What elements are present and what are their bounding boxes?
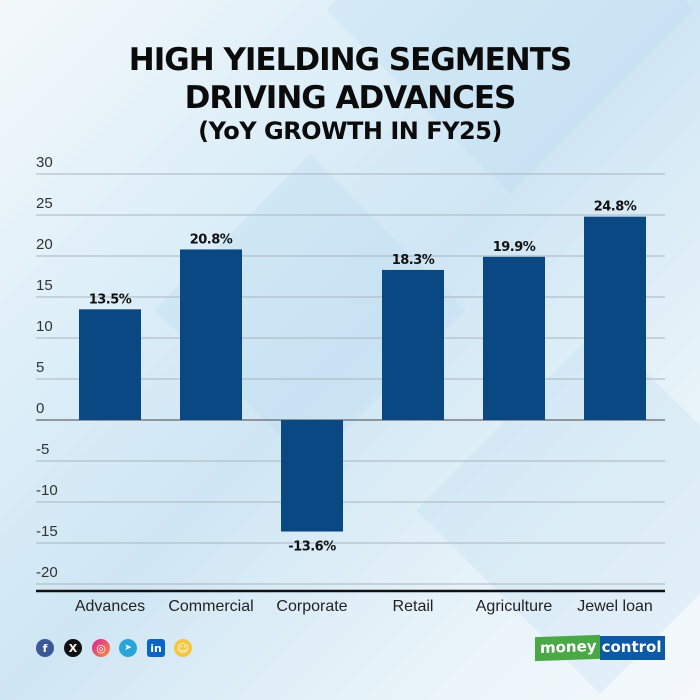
x-tick-label: Retail — [393, 598, 434, 615]
bar-jewel-loan — [584, 216, 646, 420]
y-tick-label: 20 — [36, 236, 53, 253]
bar-agriculture — [483, 256, 545, 420]
linkedin-icon[interactable]: in — [147, 639, 165, 657]
facebook-glyph: f — [42, 641, 48, 655]
data-label: 24.8% — [594, 200, 637, 215]
data-label: 18.3% — [392, 253, 435, 268]
logo-control: control — [599, 636, 666, 660]
bar-corporate — [281, 420, 343, 532]
y-tick-label: -15 — [36, 523, 58, 540]
x-tick-label: Commercial — [168, 598, 253, 615]
instagram-glyph: ◎ — [96, 641, 106, 655]
x-tick-label: Corporate — [276, 598, 347, 615]
snapchat-glyph: ☺ — [177, 641, 189, 655]
linkedin-glyph: in — [150, 641, 162, 655]
snapchat-icon[interactable]: ☺ — [174, 639, 192, 657]
y-tick-label: -20 — [36, 564, 58, 581]
y-tick-label: 25 — [36, 195, 53, 212]
y-tick-label: 15 — [36, 277, 53, 294]
y-tick-label: 30 — [36, 154, 53, 171]
x-tick-label: Jewel loan — [577, 598, 653, 615]
y-tick-label: 5 — [36, 359, 44, 376]
data-label: 20.8% — [190, 232, 233, 247]
instagram-icon[interactable]: ◎ — [92, 639, 110, 657]
x-tick-label: Agriculture — [476, 598, 553, 615]
facebook-icon[interactable]: f — [36, 639, 54, 657]
telegram-icon[interactable]: ➤ — [119, 639, 137, 657]
y-tick-label: -5 — [36, 441, 49, 458]
chart-subtitle: (YoY GROWTH IN FY25) — [198, 117, 502, 145]
telegram-glyph: ➤ — [124, 643, 132, 653]
bar-advances — [79, 309, 141, 420]
y-tick-label: -10 — [36, 482, 58, 499]
x-icon[interactable]: X — [64, 639, 82, 657]
chart-title-line2: DRIVING ADVANCES — [184, 80, 517, 116]
y-tick-label: 0 — [36, 400, 44, 417]
chart-title: HIGH YIELDING SEGMENTS — [128, 42, 572, 78]
moneycontrol-logo: money control — [535, 634, 666, 662]
y-tick-label: 10 — [36, 318, 53, 335]
data-label: -13.6% — [288, 540, 336, 555]
logo-money: money — [535, 634, 600, 662]
x-glyph: X — [68, 641, 78, 655]
bar-retail — [382, 269, 444, 420]
data-label: 19.9% — [493, 240, 536, 255]
bar-commercial — [180, 249, 242, 420]
data-label: 13.5% — [89, 292, 132, 307]
x-tick-label: Advances — [75, 598, 145, 615]
